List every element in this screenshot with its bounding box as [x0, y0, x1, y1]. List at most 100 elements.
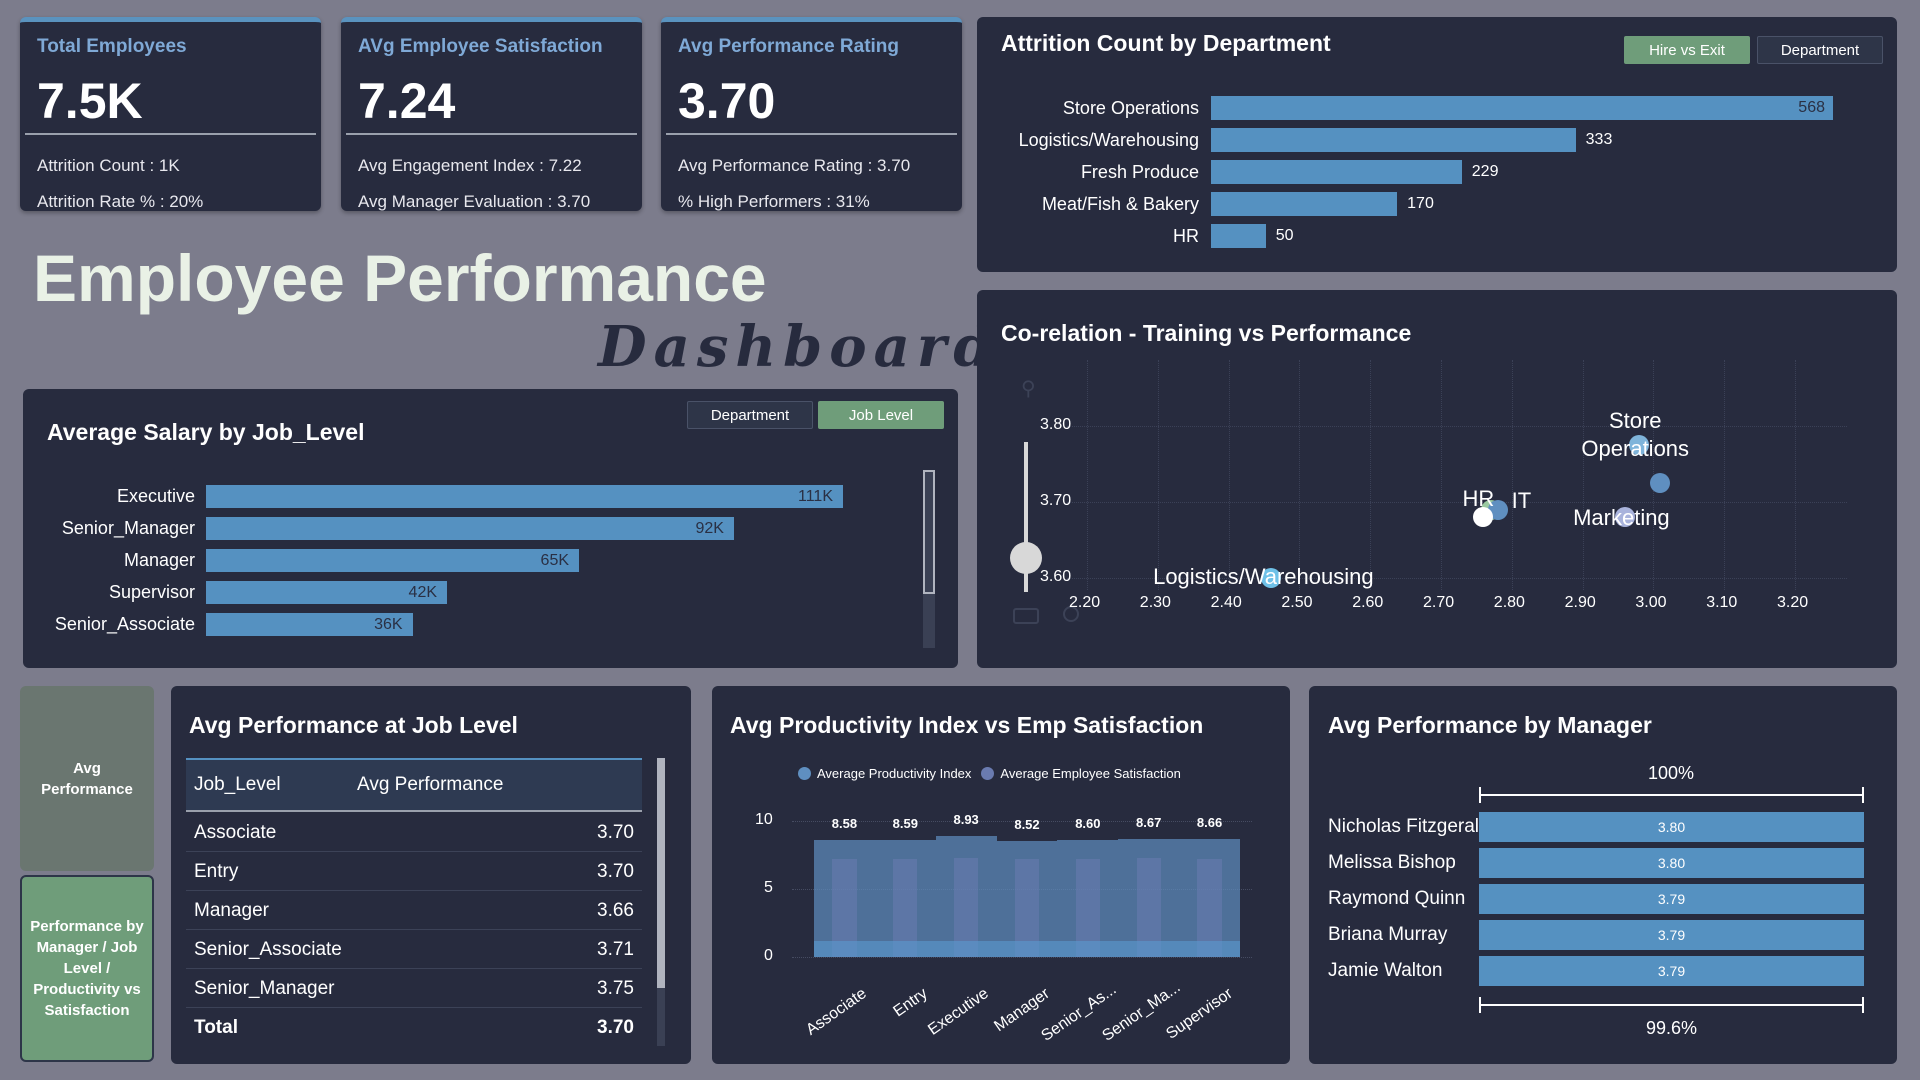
manager-bar: 3.80: [1479, 848, 1864, 878]
manager-name: Briana Murray: [1328, 924, 1448, 945]
scatter-point: [1473, 507, 1494, 528]
performance-cell: 3.70: [597, 861, 634, 882]
attrition-panel: Attrition Count by Department Hire vs Ex…: [977, 17, 1897, 272]
performance-cell: 3.66: [597, 900, 634, 921]
grid-line-horizontal: [792, 957, 1252, 958]
data-label: 8.58: [831, 816, 858, 832]
department-button[interactable]: Department: [1757, 36, 1883, 64]
salary-bar: [206, 549, 580, 572]
salary-bar: [206, 517, 734, 540]
bottom-axis-label: 99.6%: [1646, 1018, 1698, 1038]
bar-category-label: Senior_Associate: [54, 614, 195, 634]
panel-title: Average Salary by Job_Level: [47, 419, 365, 445]
performance-cell: 3.71: [597, 939, 634, 960]
grid-line-horizontal: [1067, 578, 1847, 579]
department-button[interactable]: Department: [687, 401, 813, 429]
bar-value-label: 111K: [798, 488, 833, 505]
manager-name: Melissa Bishop: [1328, 852, 1456, 873]
manager-bar: 3.79: [1479, 956, 1864, 986]
kpi-divider: [346, 133, 637, 135]
x-tick-label: 2.30: [1139, 594, 1171, 611]
kpi-value: 7.24: [358, 73, 456, 129]
productivity-panel: Avg Productivity Index vs Emp Satisfacti…: [712, 686, 1290, 1064]
job-level-cell: Manager: [194, 900, 269, 921]
pin-icon[interactable]: [1063, 606, 1079, 622]
scatter-point-label: Marketing: [1573, 505, 1670, 531]
legend-dot: [981, 767, 995, 780]
bottom-axis-tick: [1862, 997, 1864, 1013]
y-tick-label: 3.70: [1040, 492, 1072, 509]
satisfaction-column: [1197, 859, 1222, 957]
bar-value-label: 170: [1407, 195, 1434, 212]
avg-performance-nav-button[interactable]: Avg Performance: [20, 686, 154, 871]
column-base: [874, 941, 936, 957]
attrition-bar: [1211, 224, 1266, 248]
data-label: 8.93: [953, 811, 979, 827]
kpi-value: 3.70: [678, 73, 776, 129]
bar-value-label: 333: [1585, 131, 1613, 148]
grid-line-horizontal: [1067, 502, 1847, 503]
bar-value-label: 50: [1275, 227, 1294, 244]
x-tick-label: 3.20: [1777, 594, 1809, 611]
scrollbar-thumb[interactable]: [923, 470, 935, 594]
table-row: Senior_Manager 3.75: [186, 969, 642, 1008]
manager-bar: 3.79: [1479, 920, 1864, 950]
bar-value-label: 568: [1798, 99, 1825, 116]
bar-category-label: HR: [1173, 226, 1199, 246]
satisfaction-column: [953, 857, 979, 957]
bar-category-label: Senior_Manager: [61, 518, 195, 538]
panel-title: Co-relation - Training vs Performance: [1001, 320, 1412, 346]
bar-category-label: Fresh Produce: [1080, 162, 1199, 182]
scrollbar[interactable]: [923, 470, 935, 648]
table-header: Job_Level Avg Performance: [186, 758, 642, 812]
scatter-point-label: IT: [1511, 487, 1532, 513]
zoom-icon[interactable]: ⚲: [1021, 378, 1036, 400]
range-slider-track[interactable]: [1024, 442, 1028, 592]
y-tick-label: 10: [755, 811, 773, 828]
y-tick-label: 5: [764, 879, 773, 896]
x-tick-label: 2.80: [1493, 594, 1525, 611]
job-level-button[interactable]: Job Level: [818, 401, 944, 429]
scatter-point: [1629, 435, 1650, 455]
legend: Average Productivity Index Average Emplo…: [798, 766, 1181, 781]
bar-category-label: Logistics/Warehousing: [1018, 130, 1199, 150]
x-tick-label: 2.20: [1069, 594, 1101, 611]
hire-vs-exit-button[interactable]: Hire vs Exit: [1624, 36, 1750, 64]
grid-line-vertical: [1228, 360, 1230, 590]
column-base: [814, 941, 875, 957]
y-tick-label: 3.80: [1040, 416, 1072, 433]
top-axis-label: 100%: [1648, 763, 1695, 783]
range-slider-handle[interactable]: [1010, 542, 1042, 574]
kpi-title: Avg Performance Rating: [678, 36, 900, 57]
kpi-performance-rating: Avg Performance Rating 3.70 Avg Performa…: [661, 17, 962, 211]
grid-line-vertical: [1087, 360, 1088, 590]
column-header: Avg Performance: [357, 774, 504, 795]
kpi-title: AVg Employee Satisfaction: [358, 36, 603, 57]
column-base: [1179, 941, 1240, 957]
y-tick-label: 3.60: [1040, 568, 1072, 585]
attrition-bar: [1211, 160, 1462, 184]
manager-name: Nicholas Fitzgerald: [1328, 816, 1490, 837]
x-tick-label: 2.70: [1423, 594, 1455, 611]
top-axis-tick: [1862, 787, 1864, 803]
manager-bar: 3.80: [1479, 812, 1864, 842]
bar-category-label: Executive: [116, 486, 195, 506]
bar-category-label: Manager: [123, 550, 195, 570]
dashboard-title: Employee Performance: [33, 241, 767, 315]
correlation-panel: Co-relation - Training vs Performance ⚲ …: [977, 290, 1897, 668]
x-tick-label: 2.40: [1210, 594, 1242, 611]
table-total-row: Total 3.70: [186, 1008, 642, 1047]
kpi-value: 7.5K: [37, 73, 143, 129]
scatter-point: [1650, 473, 1671, 493]
grid-line-vertical: [1724, 360, 1726, 590]
performance-by-nav-button[interactable]: Performance by Manager / Job Level / Pro…: [20, 875, 154, 1062]
job-level-cell: Entry: [194, 861, 239, 882]
data-label: 8.52: [1014, 817, 1040, 833]
table-row: Entry 3.70: [186, 852, 642, 891]
top-axis-line: [1479, 794, 1864, 796]
table-scrollbar-thumb[interactable]: [657, 758, 665, 988]
reset-icon[interactable]: [1013, 608, 1039, 624]
job-level-cell: Senior_Manager: [194, 978, 335, 999]
job-level-cell: Senior_Associate: [194, 939, 342, 960]
scatter-point-label: HR: [1462, 485, 1495, 511]
